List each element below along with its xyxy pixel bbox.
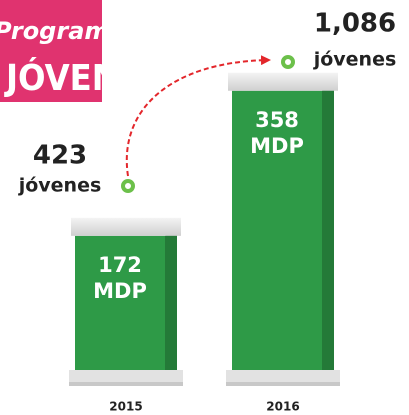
chart-subtitle: JÓVEN (4, 57, 119, 99)
bar-base-shadow (69, 382, 183, 386)
bar-cap (71, 217, 181, 236)
bar-side (165, 229, 177, 370)
bar (75, 235, 165, 370)
connector-arrow (125, 55, 271, 177)
bar-base-shadow (226, 382, 340, 386)
bar-base (226, 370, 340, 384)
bar-unit-label: MDP (250, 134, 304, 158)
beneficiaries-unit: jóvenes (313, 49, 397, 71)
bar (232, 90, 322, 370)
beneficiaries-value: 1,086 (314, 9, 396, 39)
x-tick-label: 2016 (266, 400, 299, 414)
beneficiaries-unit: jóvenes (18, 175, 102, 197)
x-tick-label: 2015 (109, 400, 142, 414)
title-tag (0, 0, 102, 102)
bar-base (69, 370, 183, 384)
bar-value-label: 358 (255, 108, 299, 132)
bar-value-label: 172 (98, 253, 142, 277)
beneficiaries-value: 423 (33, 141, 87, 171)
bar-unit-label: MDP (93, 279, 147, 303)
chart-title: Programa (0, 17, 126, 45)
beneficiaries-dot (121, 179, 135, 193)
bar-side (322, 84, 334, 370)
beneficiaries-dot (281, 55, 295, 69)
bar-cap (228, 72, 338, 91)
